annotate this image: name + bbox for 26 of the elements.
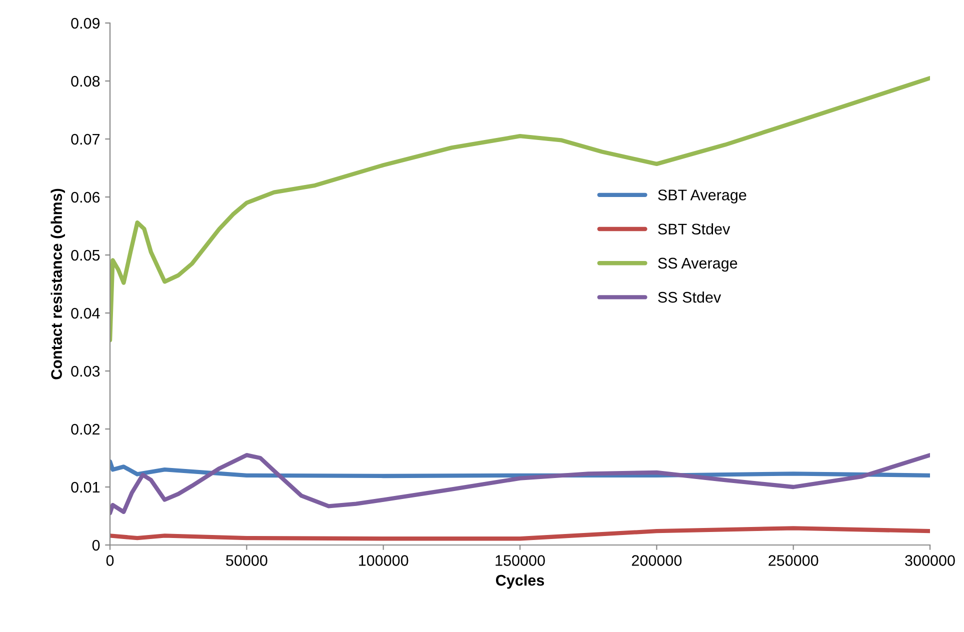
line-series	[110, 76, 930, 342]
y-tick-label: 0.04	[71, 308, 100, 319]
legend-label: SBT Stdev	[658, 223, 730, 235]
x-tick-label: 150000	[496, 555, 545, 566]
legend-label: SBT Average	[658, 190, 746, 204]
x-tick-label: 50000	[226, 555, 268, 566]
y-tick-label: 0.02	[71, 424, 100, 435]
y-tick-label: 0.07	[71, 134, 100, 145]
x-tick-label: 200000	[632, 555, 682, 566]
line-series	[110, 526, 930, 541]
y-tick-label: 0.08	[71, 76, 100, 87]
legend-label: SS Stdev	[658, 291, 722, 303]
x-axis-title: Cycles	[496, 574, 544, 589]
x-tick-label: 250000	[768, 555, 818, 566]
line-series	[110, 453, 930, 516]
y-tick-label: 0.03	[71, 366, 100, 377]
y-tick-label: 0.09	[71, 18, 100, 29]
y-tick-label: 0.01	[71, 482, 100, 493]
y-tick-label: 0.06	[71, 192, 100, 203]
x-tick-label: 100000	[359, 555, 408, 566]
x-tick-label: 0	[106, 555, 114, 566]
y-tick-label: 0	[92, 540, 100, 551]
y-tick-label: 0.05	[71, 250, 100, 261]
y-axis-title: Contact resistance (ohms)	[50, 188, 65, 380]
legend-label: SS Average	[658, 258, 738, 272]
x-tick-label: 300000	[905, 555, 955, 566]
